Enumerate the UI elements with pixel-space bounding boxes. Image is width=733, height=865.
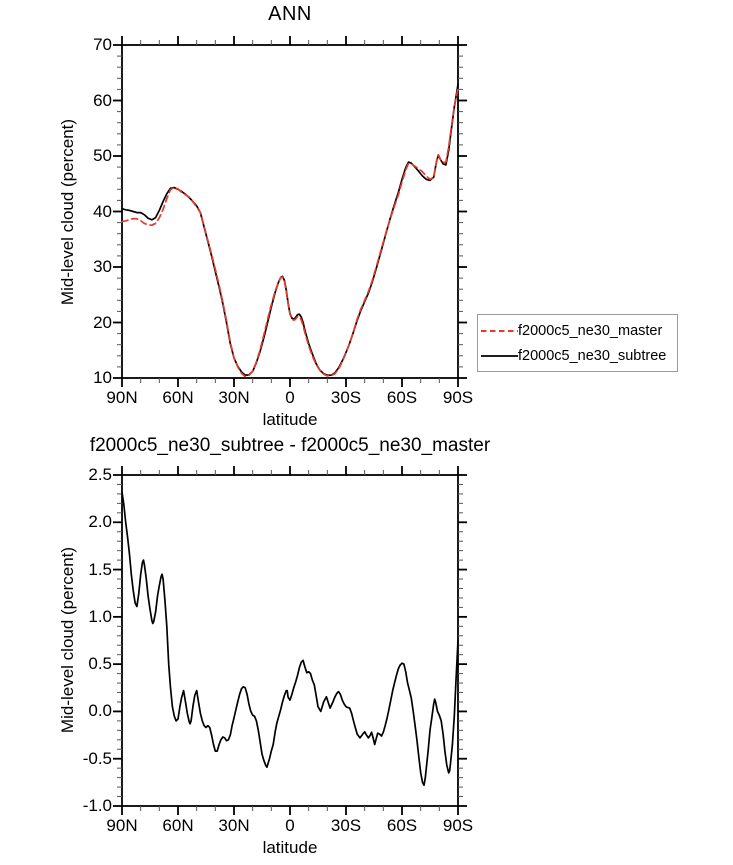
bottom-axis-box <box>121 474 459 807</box>
bottom-x-axis-label: latitude <box>262 838 318 857</box>
top-x-tick-label: 0 <box>285 388 295 407</box>
top-series-line-1 <box>121 83 459 377</box>
bottom-x-tick-label: 30N <box>218 816 250 835</box>
bottom-y-tick-label: 0.0 <box>88 701 112 721</box>
bottom-plot-title: f2000c5_ne30_subtree - f2000c5_ne30_mast… <box>89 435 491 456</box>
top-x-tick-label: 60N <box>162 388 194 407</box>
top-x-tick-label: 30N <box>218 388 250 407</box>
top-y-tick-label: 40 <box>93 201 112 221</box>
bottom-x-tick-label: 30S <box>330 816 362 835</box>
bottom-y-tick-label: -0.5 <box>82 748 112 768</box>
bottom-y-axis-label: Mid-level cloud (percent) <box>58 546 77 734</box>
bottom-x-tick-label: 60S <box>386 816 418 835</box>
top-y-tick-label: 60 <box>93 90 112 110</box>
top-x-tick-label: 30S <box>330 388 362 407</box>
bottom-x-tick-label: 90N <box>106 816 138 835</box>
top-series-line-0 <box>121 87 459 378</box>
bottom-y-tick-label: -1.0 <box>82 796 112 815</box>
legend-label-subtree: f2000c5_ne30_subtree <box>518 348 667 364</box>
top-y-tick-label: 30 <box>93 257 112 276</box>
top-y-tick-label: 20 <box>93 312 112 332</box>
top-axis-box <box>121 44 459 379</box>
bottom-y-tick-label: 1.5 <box>88 559 112 579</box>
bottom-y-tick-label: 0.5 <box>88 654 112 674</box>
legend-line-solid-black-icon <box>481 355 518 357</box>
top-y-tick-label: 50 <box>93 146 112 165</box>
bottom-y-tick-label: 1.0 <box>88 606 112 626</box>
bottom-series-line-0 <box>121 491 459 787</box>
top-x-tick-label: 90N <box>106 388 138 407</box>
legend-entry-subtree: f2000c5_ne30_subtree <box>478 346 677 366</box>
legend-entry-master: f2000c5_ne30_master <box>478 321 677 341</box>
bottom-y-tick-label: 2.0 <box>88 512 112 532</box>
bottom-x-tick-label: 0 <box>285 816 295 835</box>
legend: f2000c5_ne30_master f2000c5_ne30_subtree <box>477 314 678 372</box>
bottom-x-tick-label: 60N <box>162 816 194 835</box>
top-y-tick-label: 10 <box>93 368 112 387</box>
bottom-x-tick-label: 90S <box>442 816 474 835</box>
legend-label-master: f2000c5_ne30_master <box>518 323 663 339</box>
top-x-axis-label: latitude <box>262 410 318 429</box>
top-x-tick-label: 90S <box>442 388 474 407</box>
legend-line-dashed-red-icon <box>481 330 518 332</box>
top-x-tick-label: 60S <box>386 388 418 407</box>
top-plot-title: ANN <box>268 3 312 25</box>
bottom-y-tick-label: 2.5 <box>88 465 112 484</box>
top-y-tick-label: 70 <box>93 35 112 54</box>
